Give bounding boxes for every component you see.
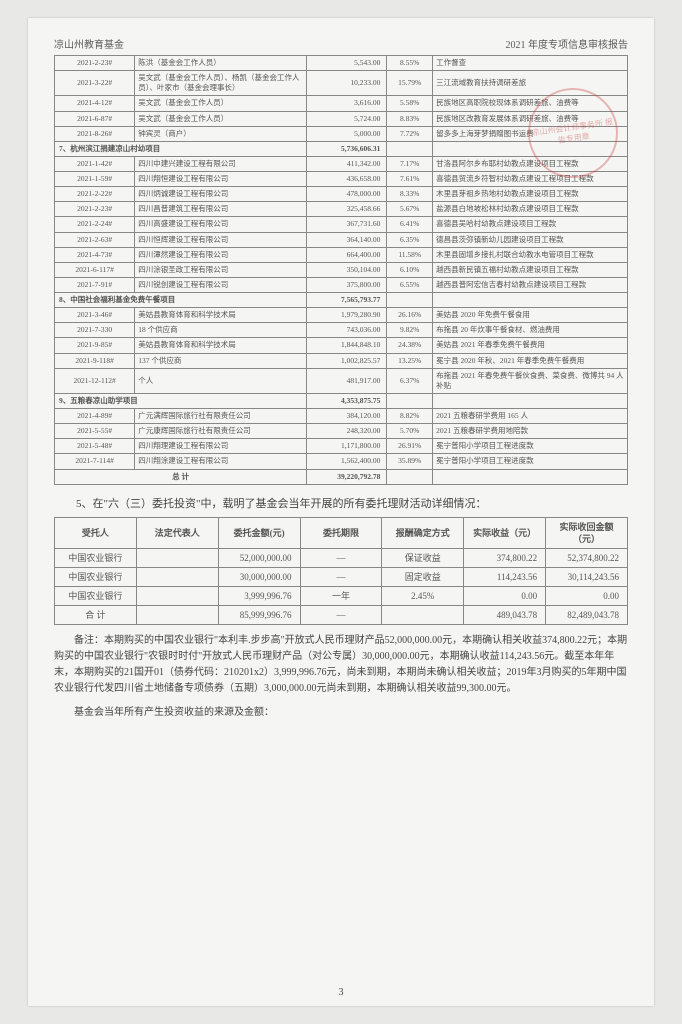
- table-row: 9、五粮春凉山助学项目4,353,875.75: [55, 393, 628, 408]
- bank-investment-table: 受托人法定代表人委托金额(元)委托期限报酬确定方式实际收益（元）实际收回金额（元…: [54, 517, 628, 626]
- bank-col-header: 受托人: [55, 517, 137, 548]
- bank-col-header: 实际收回金额（元）: [546, 517, 628, 548]
- header-right: 2021 年度专项信息审核报告: [506, 36, 629, 51]
- table-row: 2021-3-22#吴文武（基金会工作人员）、杨凯（基金会工作人员）、叶家市（基…: [55, 71, 628, 96]
- table-row: 2021-7-91#四川锐创建设工程有限公司375,800.006.55%越西县…: [55, 277, 628, 292]
- bank-col-header: 实际收益（元）: [464, 517, 546, 548]
- table-row: 2021-3-46#美姑县教育体育和科学技术局1,979,280.9026.16…: [55, 308, 628, 323]
- bank-row: 中国农业银行52,000,000.00—保证收益374,800.2252,374…: [55, 548, 628, 567]
- table-row: 2021-4-73#四川潭然建设工程有限公司664,400.0011.58%木里…: [55, 247, 628, 262]
- table-row: 2021-7-114#四川翔涂建设工程有限公司1,562,400.0035.89…: [55, 454, 628, 469]
- table-row: 2021-6-87#吴文武（基金会工作人员）5,724.008.83%民族地区改…: [55, 111, 628, 126]
- table-row: 2021-6-117#四川涂银圣政工程有限公司350,104.006.10%越西…: [55, 262, 628, 277]
- bank-col-header: 委托金额(元): [218, 517, 300, 548]
- table-row: 7、杭州滨江捐建凉山村幼项目5,736,606.31: [55, 141, 628, 156]
- bank-col-header: 委托期限: [300, 517, 382, 548]
- main-expense-table: 2021-2-23#陈洪（基金会工作人员）5,543.008.55%工作督查20…: [54, 55, 628, 485]
- table-row: 2021-7-33018 个供应商743,036.009.82%布拖县 20 年…: [55, 323, 628, 338]
- bank-row: 合 计85,999,996.76—489,043.7882,489,043.78: [55, 606, 628, 625]
- table-row: 2021-2-24#四川高盛建设工程有限公司367,731.606.41%喜德县…: [55, 217, 628, 232]
- table-row: 总 计39,220,792.78: [55, 469, 628, 484]
- section-5-intro: 5、在"六（三）委托投资"中，载明了基金会当年开展的所有委托理财活动详细情况：: [54, 495, 628, 511]
- table-row: 2021-8-26#钟宾灵（商户）5,000.007.72%留多多上海芽梦捐赠图…: [55, 126, 628, 141]
- table-row: 2021-5-55#广元康辉国际旅行社有限责任公司248,320.005.70%…: [55, 424, 628, 439]
- table-row: 2021-4-12#吴文武（基金会工作人员）3,616.005.58%民族地区高…: [55, 96, 628, 111]
- table-row: 2021-1-42#四川中建兴建设工程有限公司411,342.007.17%甘洛…: [55, 156, 628, 171]
- header-left: 凉山州教育基金: [54, 36, 124, 51]
- table-row: 2021-1-59#四川翔恒建设工程有限公司436,658.007.61%喜德县…: [55, 172, 628, 187]
- table-row: 8、中国社会福利基金免费午餐项目7,565,793.77: [55, 293, 628, 308]
- table-row: 2021-9-118#137 个供应商1,002,825.5713.25%冕宁县…: [55, 353, 628, 368]
- bank-col-header: 法定代表人: [136, 517, 218, 548]
- table-row: 2021-2-22#四川炳诚建设工程有限公司478,000.008.33%木里县…: [55, 187, 628, 202]
- table-row: 2021-2-23#四川昌普建筑工程有限公司325,458.665.67%盐源县…: [55, 202, 628, 217]
- page-number: 3: [339, 987, 344, 998]
- table-row: 2021-2-63#四川恒辉建设工程有限公司364,140.006.35%德昌县…: [55, 232, 628, 247]
- table-row: 2021-12-112#个人481,917.006.37%布拖县 2021 年春…: [55, 368, 628, 393]
- bank-row: 中国农业银行3,999,996.76一年2.45%0.000.00: [55, 587, 628, 606]
- table-row: 2021-5-48#四川翔理建设工程有限公司1,171,800.0026.91%…: [55, 439, 628, 454]
- bank-row: 中国农业银行30,000,000.00—固定收益114,243.5630,114…: [55, 568, 628, 587]
- notes-paragraph: 备注：本期购买的中国农业银行"本利丰.步步高"开放式人民币理财产品52,000,…: [54, 633, 628, 697]
- table-row: 2021-9-85#美姑县教育体育和科学技术局1,844,848.1024.38…: [55, 338, 628, 353]
- table-row: 2021-2-23#陈洪（基金会工作人员）5,543.008.55%工作督查: [55, 56, 628, 71]
- bank-col-header: 报酬确定方式: [382, 517, 464, 548]
- table-row: 2021-4-89#广元满辉国际旅行社有限责任公司384,120.008.82%…: [55, 409, 628, 424]
- notes-paragraph: 基金会当年所有产生投资收益的来源及金额：: [54, 705, 628, 721]
